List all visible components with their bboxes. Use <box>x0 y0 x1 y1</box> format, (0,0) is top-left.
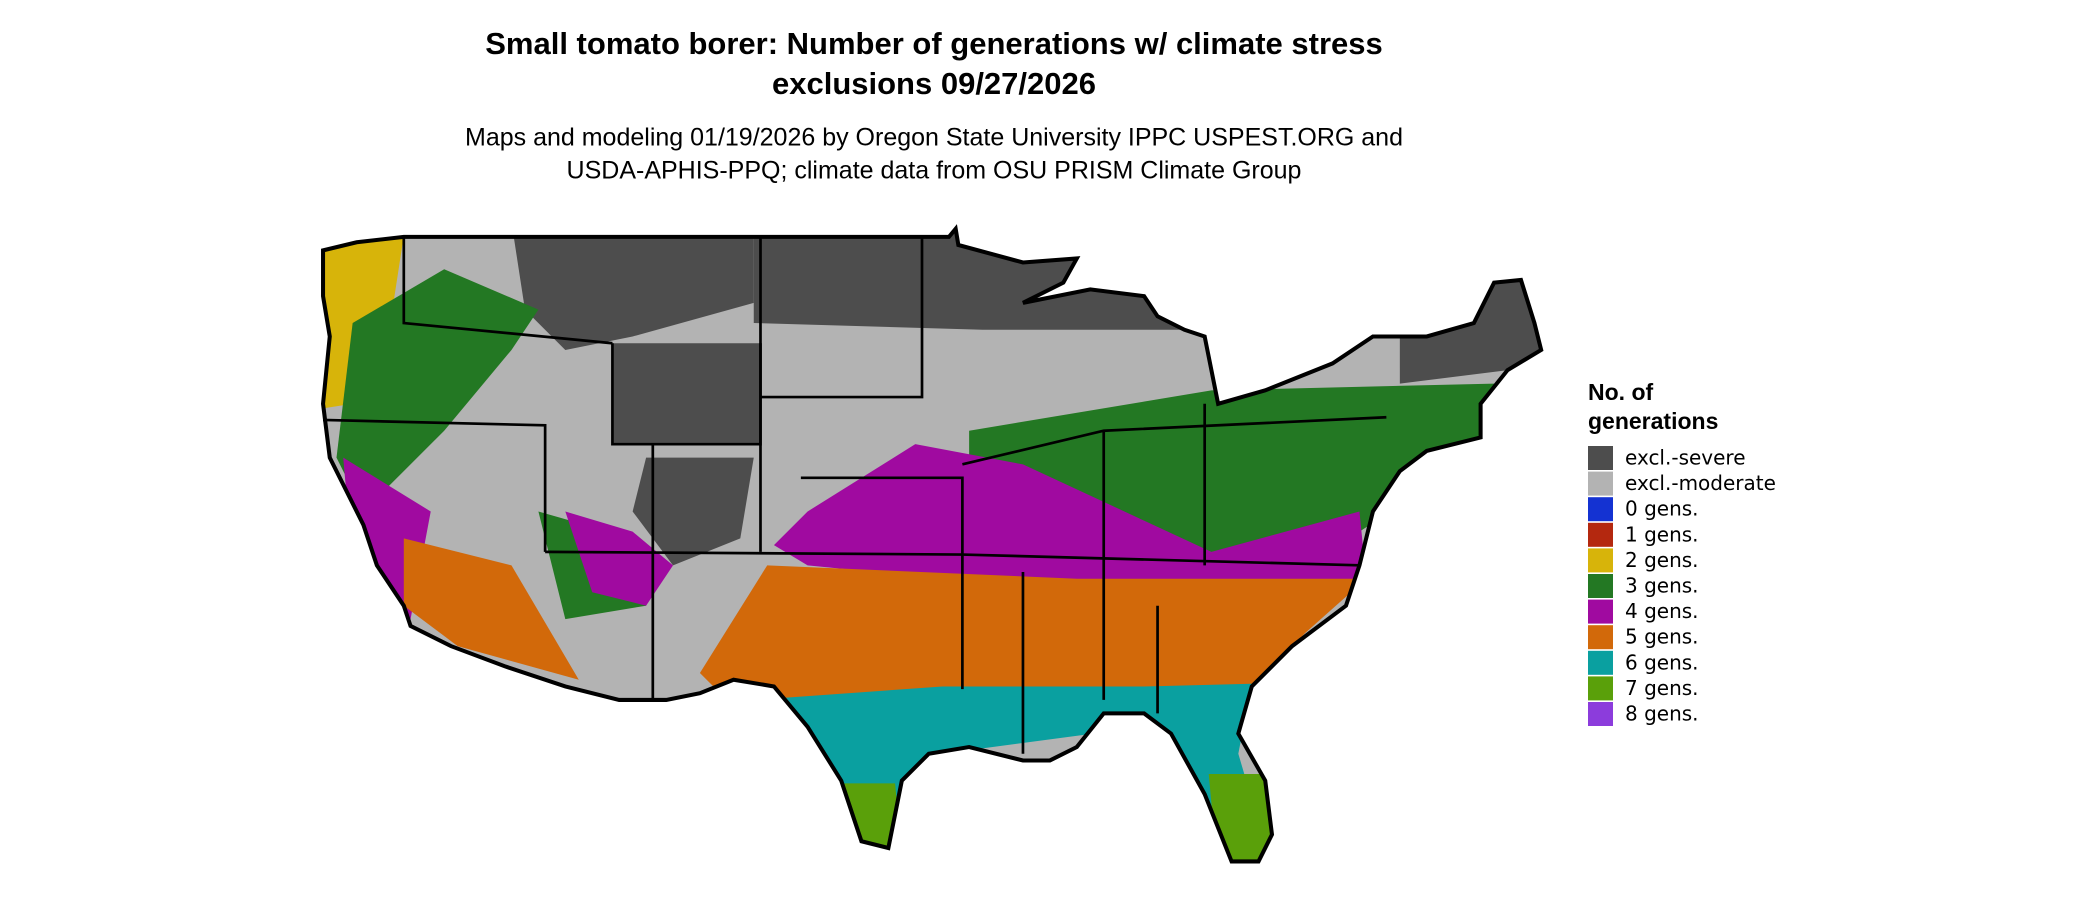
title: Small tomato borer: Number of generation… <box>485 26 1383 61</box>
legend-label: 4 gens. <box>1625 599 1699 623</box>
legend-label: 1 gens. <box>1625 522 1699 546</box>
legend-label: 7 gens. <box>1625 676 1699 700</box>
legend-label: 8 gens. <box>1625 702 1699 726</box>
legend-swatch <box>1588 676 1613 701</box>
legend-label: 5 gens. <box>1625 625 1699 649</box>
legend-label: 0 gens. <box>1625 497 1699 521</box>
subtitle: USDA-APHIS-PPQ; climate data from OSU PR… <box>567 157 1302 185</box>
title: exclusions 09/27/2026 <box>772 66 1096 101</box>
legend-swatch <box>1588 497 1613 522</box>
legend-title: No. of <box>1588 379 1653 405</box>
us-map <box>310 215 1562 888</box>
legend-label: excl.-moderate <box>1625 471 1776 495</box>
legend-label: 2 gens. <box>1625 548 1699 572</box>
legend-title: generations <box>1588 408 1718 434</box>
legend-swatch <box>1588 599 1613 624</box>
legend-swatch <box>1588 702 1613 726</box>
legend-label: 6 gens. <box>1625 650 1699 674</box>
legend-swatch <box>1588 471 1613 496</box>
legend-swatch <box>1588 650 1613 675</box>
legend-swatch <box>1588 522 1613 547</box>
subtitle: Maps and modeling 01/19/2026 by Oregon S… <box>465 124 1403 152</box>
legend-swatch <box>1588 574 1613 598</box>
legend-swatch <box>1588 548 1613 573</box>
legend-label: 3 gens. <box>1625 574 1699 598</box>
legend-label: excl.-severe <box>1625 446 1746 470</box>
legend-swatch <box>1588 446 1613 470</box>
legend-swatch <box>1588 625 1613 650</box>
